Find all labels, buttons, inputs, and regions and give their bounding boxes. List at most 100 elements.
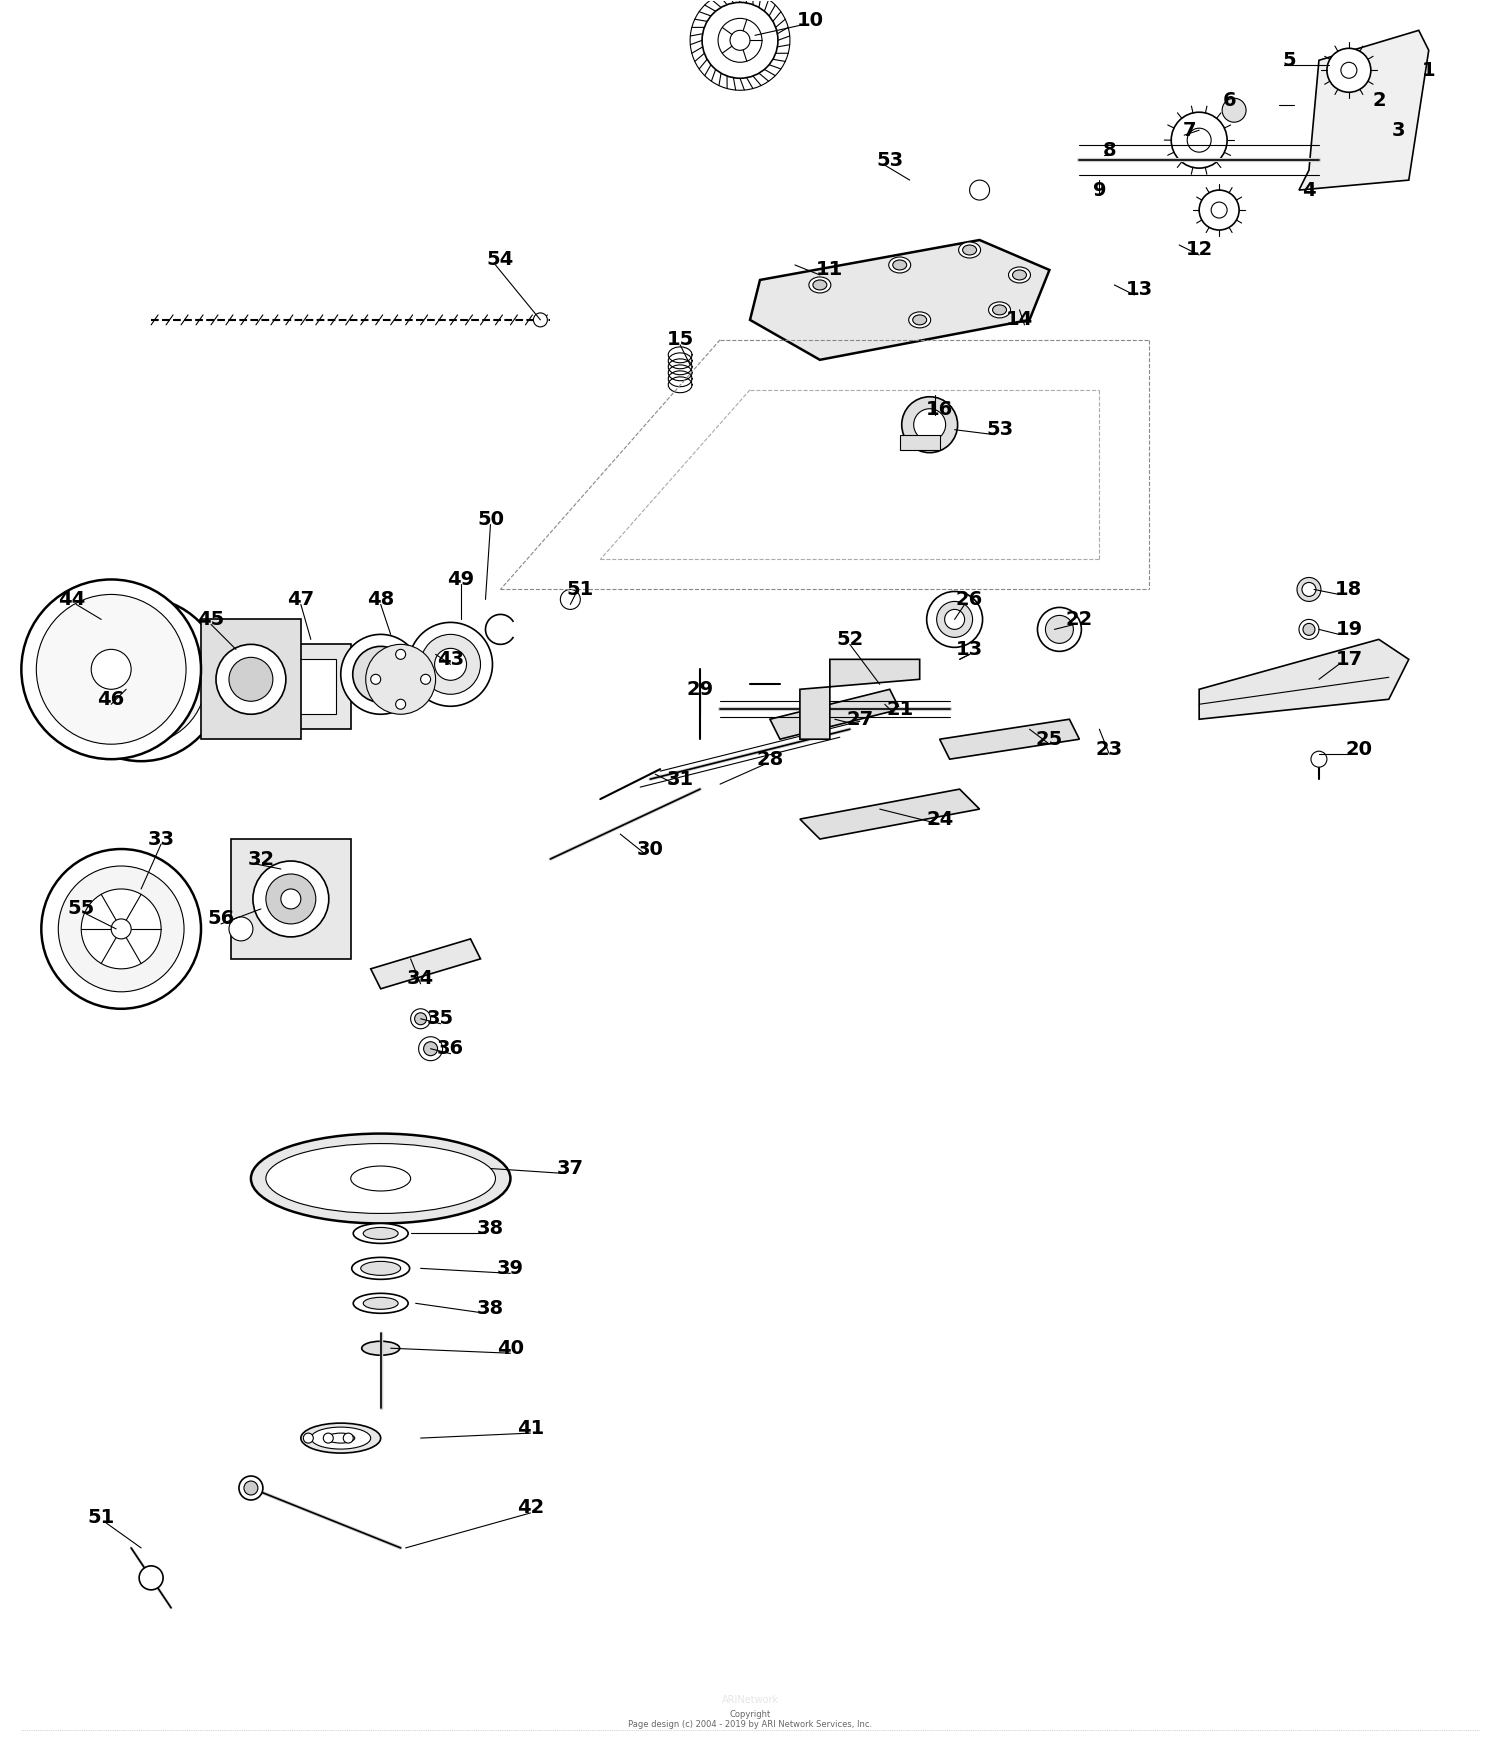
Text: 33: 33 xyxy=(147,830,174,849)
Circle shape xyxy=(1341,63,1358,78)
Text: 1: 1 xyxy=(1422,61,1436,80)
Ellipse shape xyxy=(892,259,906,270)
Ellipse shape xyxy=(362,1341,399,1355)
Polygon shape xyxy=(939,720,1080,760)
Circle shape xyxy=(945,609,964,630)
Text: 48: 48 xyxy=(368,590,394,609)
Text: 44: 44 xyxy=(57,590,86,609)
Circle shape xyxy=(1038,607,1082,652)
Circle shape xyxy=(435,649,466,680)
Ellipse shape xyxy=(912,315,927,325)
Circle shape xyxy=(396,699,405,710)
Circle shape xyxy=(92,649,130,689)
Circle shape xyxy=(1328,49,1371,92)
Text: 13: 13 xyxy=(956,640,982,659)
Circle shape xyxy=(1210,202,1227,217)
Circle shape xyxy=(420,675,430,683)
Bar xyxy=(900,435,939,450)
Text: 28: 28 xyxy=(756,750,783,769)
Ellipse shape xyxy=(351,1167,411,1191)
Text: 26: 26 xyxy=(956,590,982,609)
Circle shape xyxy=(1046,616,1074,643)
Circle shape xyxy=(111,918,130,939)
Text: 40: 40 xyxy=(496,1339,523,1358)
Circle shape xyxy=(140,1565,164,1589)
Circle shape xyxy=(369,663,393,687)
Circle shape xyxy=(366,645,435,715)
Circle shape xyxy=(396,649,405,659)
Polygon shape xyxy=(370,939,480,989)
Ellipse shape xyxy=(963,245,976,256)
Circle shape xyxy=(254,861,328,937)
Circle shape xyxy=(58,866,184,991)
Text: 55: 55 xyxy=(68,899,94,918)
Text: 30: 30 xyxy=(636,840,663,859)
Text: 20: 20 xyxy=(1346,739,1372,758)
Ellipse shape xyxy=(327,1433,354,1443)
Circle shape xyxy=(76,614,206,744)
Ellipse shape xyxy=(1013,270,1026,280)
Circle shape xyxy=(344,1433,352,1443)
Polygon shape xyxy=(231,838,351,958)
Text: 14: 14 xyxy=(1007,310,1034,329)
Text: 13: 13 xyxy=(1125,280,1154,299)
Text: ARINetwork: ARINetwork xyxy=(722,1696,778,1704)
Circle shape xyxy=(216,645,286,715)
Text: 12: 12 xyxy=(1185,240,1214,259)
Circle shape xyxy=(420,635,480,694)
Polygon shape xyxy=(770,689,900,739)
Bar xyxy=(280,645,351,729)
Circle shape xyxy=(936,602,972,638)
Ellipse shape xyxy=(251,1134,510,1224)
Text: 21: 21 xyxy=(886,699,914,718)
Ellipse shape xyxy=(988,303,1011,318)
Text: 37: 37 xyxy=(556,1158,584,1177)
Circle shape xyxy=(419,1036,442,1061)
Text: 42: 42 xyxy=(518,1499,544,1518)
Text: 56: 56 xyxy=(207,909,234,929)
Text: 4: 4 xyxy=(1302,181,1316,200)
Text: 32: 32 xyxy=(248,850,274,868)
Polygon shape xyxy=(800,790,980,838)
Circle shape xyxy=(408,623,492,706)
Text: 51: 51 xyxy=(567,579,594,598)
Circle shape xyxy=(411,1009,430,1029)
Circle shape xyxy=(423,1042,438,1056)
Text: 17: 17 xyxy=(1335,650,1362,670)
Circle shape xyxy=(927,591,982,647)
Circle shape xyxy=(730,30,750,50)
Circle shape xyxy=(1298,577,1322,602)
Circle shape xyxy=(230,657,273,701)
Circle shape xyxy=(96,635,186,723)
Circle shape xyxy=(718,19,762,63)
Circle shape xyxy=(280,889,302,909)
Ellipse shape xyxy=(352,1294,408,1313)
Circle shape xyxy=(266,875,316,923)
Text: 7: 7 xyxy=(1182,120,1196,139)
Text: 6: 6 xyxy=(1222,90,1236,110)
Text: 9: 9 xyxy=(1092,181,1106,200)
Polygon shape xyxy=(750,240,1050,360)
Polygon shape xyxy=(800,659,920,739)
Text: 54: 54 xyxy=(488,250,514,270)
Circle shape xyxy=(1222,97,1246,122)
Ellipse shape xyxy=(909,311,930,329)
Circle shape xyxy=(1198,190,1239,230)
Ellipse shape xyxy=(360,1261,401,1275)
Circle shape xyxy=(414,1012,426,1024)
Text: 43: 43 xyxy=(436,650,463,670)
Text: 5: 5 xyxy=(1282,50,1296,70)
Text: 36: 36 xyxy=(436,1040,463,1059)
Circle shape xyxy=(230,916,254,941)
Circle shape xyxy=(1311,751,1328,767)
Circle shape xyxy=(340,635,420,715)
Bar xyxy=(296,659,336,715)
Polygon shape xyxy=(1299,30,1428,190)
Text: 47: 47 xyxy=(288,590,315,609)
Text: 2: 2 xyxy=(1372,90,1386,110)
Text: 10: 10 xyxy=(796,10,824,30)
Ellipse shape xyxy=(363,1297,398,1309)
Text: 24: 24 xyxy=(926,810,954,828)
Text: 53: 53 xyxy=(986,421,1012,440)
Text: 41: 41 xyxy=(518,1419,544,1438)
